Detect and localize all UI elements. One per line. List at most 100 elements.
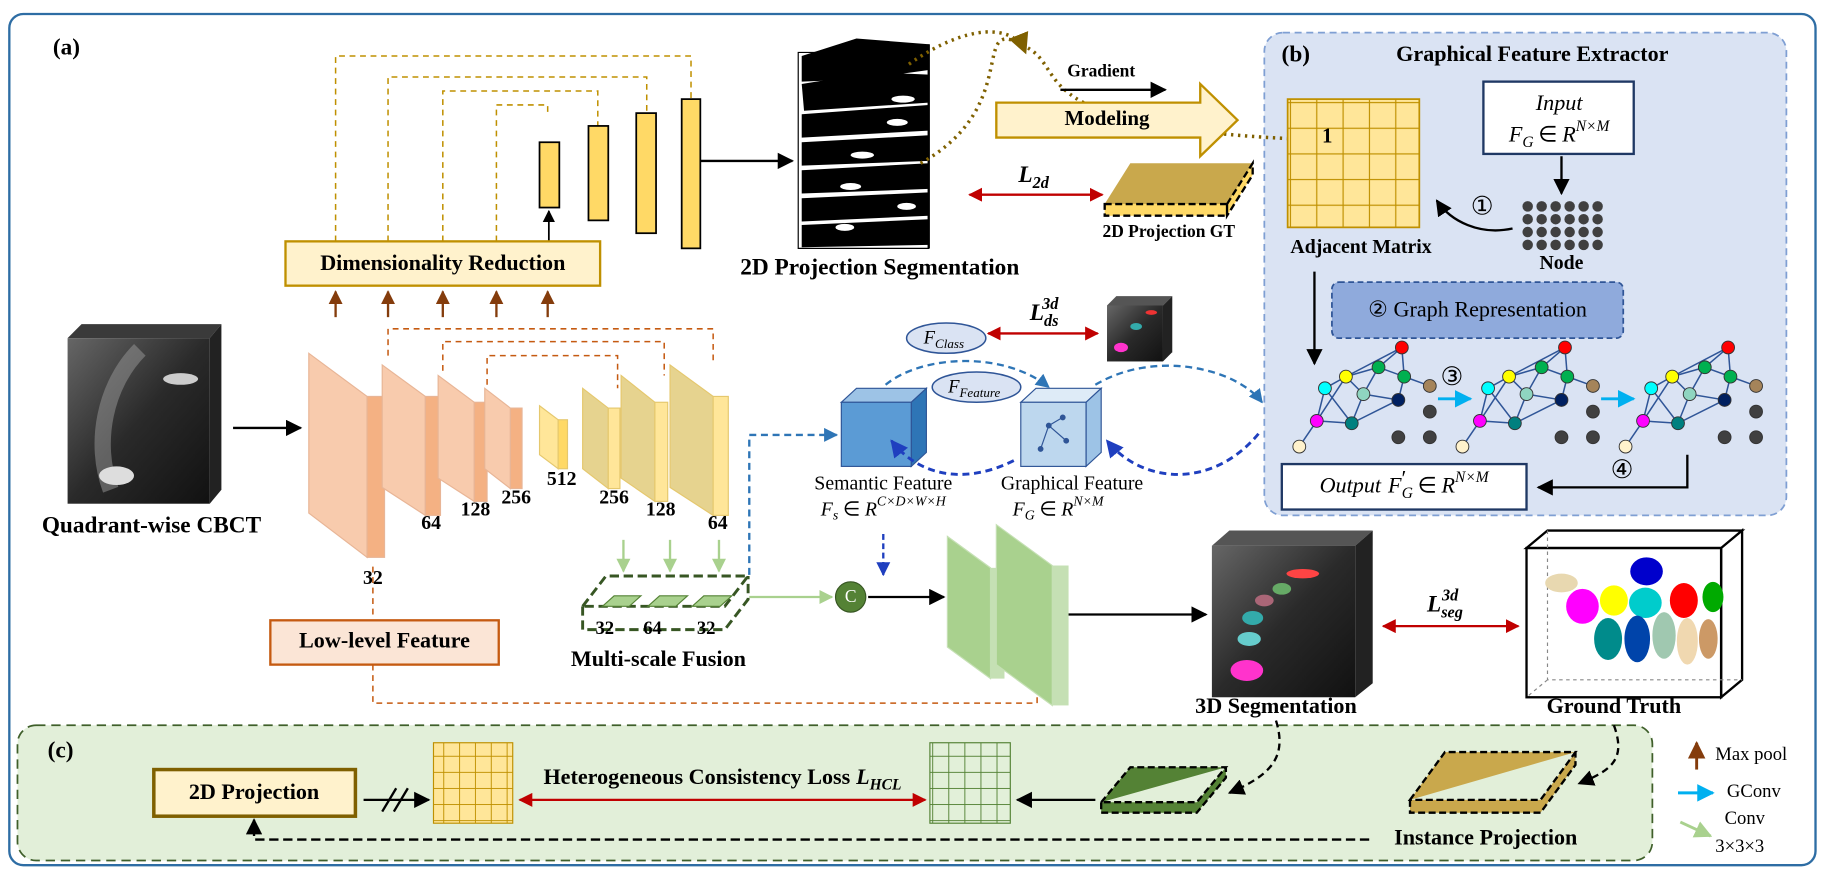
graph-representation-box <box>1331 281 1625 340</box>
dotted-link <box>907 30 1029 66</box>
formula: FClass <box>923 328 964 351</box>
channel-label: 64 <box>643 618 662 639</box>
circle-shape <box>1592 226 1603 238</box>
formula-part: L <box>1017 163 1032 189</box>
channel-label: 32 <box>363 567 383 589</box>
dashed-arrow <box>245 818 1370 841</box>
ellipse-shape <box>1624 615 1651 663</box>
formula-part: Heterogeneous Consistency Loss <box>543 764 850 789</box>
node-grid <box>1522 201 1603 251</box>
dashed-arrow <box>1577 724 1620 786</box>
path-shape <box>1211 530 1373 546</box>
feature-bars <box>538 98 702 250</box>
formula-part: F <box>1387 472 1402 497</box>
dashed-arrow <box>884 359 1050 389</box>
rect-shape <box>680 98 702 250</box>
formula-part: s <box>833 509 838 524</box>
circle-shape <box>1536 213 1547 225</box>
modeling-arrow <box>995 81 1240 159</box>
path-shape <box>1355 530 1373 698</box>
channel-label: 256 <box>599 487 629 509</box>
low-level-box <box>269 619 500 666</box>
circle-shape <box>1578 226 1589 238</box>
circle-shape <box>1550 201 1561 212</box>
conv-blocks <box>946 523 1069 707</box>
skip-lines <box>387 328 714 389</box>
ellipse-shape <box>1652 612 1676 659</box>
formula-part: HCL <box>869 776 902 793</box>
label: (b) <box>1282 41 1310 67</box>
legend-text: Conv <box>1725 808 1766 829</box>
channel-label: 256 <box>501 487 531 509</box>
g-shape <box>835 95 916 231</box>
ellipse-shape <box>891 95 915 103</box>
dimensionality-reduction-box <box>284 240 602 287</box>
path-shape <box>67 324 222 339</box>
formula-part: ds <box>1044 311 1058 330</box>
path-shape <box>579 574 752 632</box>
formula-part: N×M <box>1575 118 1611 135</box>
adjacency-matrix <box>1286 98 1421 229</box>
ellipse-shape <box>835 223 855 231</box>
formula-part: L <box>1426 592 1441 618</box>
dashed-arrow <box>1227 720 1281 795</box>
formula-part: F <box>923 328 936 349</box>
ellipse-shape <box>850 151 874 159</box>
label: 1 <box>1322 123 1332 147</box>
circle-shape <box>1578 201 1589 212</box>
gt-slab <box>1104 163 1253 205</box>
circle-shape <box>1564 226 1575 238</box>
formula-part: G <box>1522 134 1533 151</box>
label: Low-level Feature <box>299 628 470 653</box>
f-feature-ellipse <box>931 371 1022 404</box>
label: Node <box>1539 252 1583 274</box>
path-shape <box>801 192 929 222</box>
rect-shape <box>509 407 523 490</box>
circle-shape <box>1536 201 1547 212</box>
graphical-cube <box>1019 386 1103 468</box>
formula-part: G <box>1025 509 1035 524</box>
formula-part: R <box>864 498 877 520</box>
circle-shape <box>1063 437 1070 444</box>
rect-shape <box>1107 305 1163 362</box>
channel-label: 128 <box>646 498 676 520</box>
label: Quadrant-wise CBCT <box>42 512 262 538</box>
label: 2D Projection GT <box>1102 221 1235 241</box>
path-shape <box>209 324 222 504</box>
formula: Output F′ G ∈ RN×M <box>1320 466 1490 502</box>
circle-shape <box>1564 201 1575 212</box>
ellipse-shape <box>1676 617 1698 665</box>
path-shape <box>646 595 690 607</box>
formula-part: G <box>1402 485 1413 502</box>
circle-shape <box>1564 213 1575 225</box>
circle-shape <box>1059 414 1066 421</box>
formula: Lseg3d <box>1426 585 1463 621</box>
label: Graphical Feature Extractor <box>1396 41 1668 66</box>
dotted-link <box>919 37 1319 165</box>
arrow <box>1435 199 1513 232</box>
path-shape <box>910 386 927 468</box>
ellipse-shape <box>1599 585 1628 616</box>
circle-shape <box>1522 201 1533 212</box>
path-shape <box>1085 386 1102 468</box>
deep-supervision-image <box>1107 296 1173 362</box>
path-shape <box>1162 296 1173 362</box>
label: ② Graph Representation <box>1368 296 1587 321</box>
formula-part: R <box>1561 121 1576 146</box>
path-shape <box>442 340 665 376</box>
circle-shape <box>1045 422 1052 429</box>
path-shape <box>600 595 643 607</box>
path-shape <box>801 219 929 248</box>
f-class-ellipse <box>905 322 987 355</box>
circle-shape <box>1578 239 1589 251</box>
rect-shape <box>557 419 569 470</box>
maxpool-arrows <box>328 290 555 318</box>
label: ① <box>1471 192 1494 221</box>
formula: FG ∈ RN×M <box>1012 495 1105 524</box>
ellipse-shape <box>1230 659 1264 681</box>
dashed-arrow <box>1094 364 1263 404</box>
formula-part: ∈ <box>843 498 860 520</box>
path-shape <box>442 90 599 242</box>
